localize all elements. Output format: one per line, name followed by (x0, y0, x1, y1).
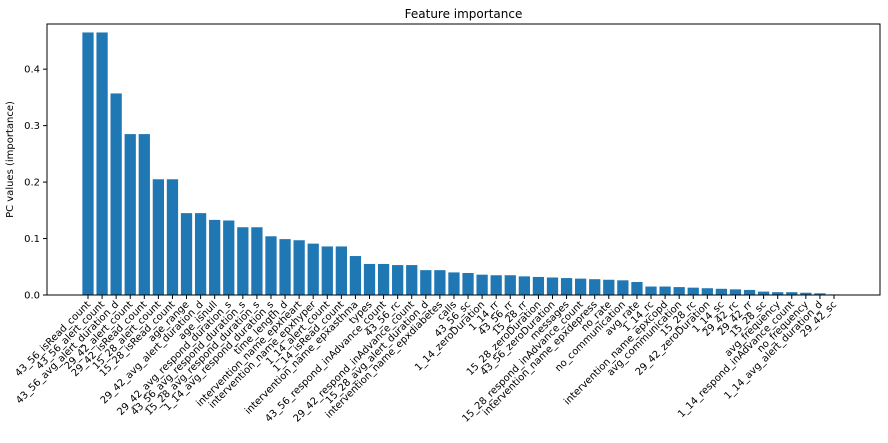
bar (251, 227, 263, 295)
bar (757, 291, 770, 295)
bar (349, 256, 362, 295)
bar (377, 263, 390, 295)
bar (786, 292, 798, 295)
bar (335, 246, 347, 295)
bar (279, 239, 291, 295)
chart-title: Feature importance (405, 7, 523, 21)
bar (180, 213, 193, 295)
bar (223, 220, 235, 295)
bar (138, 134, 150, 295)
bar (800, 292, 812, 295)
bar (814, 293, 826, 295)
bar (743, 289, 756, 295)
bar (392, 265, 404, 295)
bar (209, 219, 221, 295)
bar (490, 275, 502, 295)
y-tick-label: 0.2 (24, 178, 40, 189)
bar (194, 213, 207, 295)
bar (307, 243, 319, 295)
bar (96, 32, 108, 295)
bar (448, 272, 460, 295)
bar (532, 276, 545, 295)
bar (265, 236, 277, 295)
bar (293, 240, 305, 295)
x-ticks-group: 43_56_isRead_count43_56_alert_count43_56… (13, 295, 839, 425)
bar (504, 275, 516, 295)
bar (617, 280, 629, 295)
bar (237, 227, 249, 295)
bar (546, 277, 559, 295)
y-tick-label: 0.1 (24, 234, 40, 245)
bar (645, 286, 657, 295)
bar (420, 270, 432, 295)
bar (603, 279, 615, 295)
bar (321, 246, 333, 295)
y-axis-label: PC values (importance) (5, 101, 16, 218)
bar (363, 263, 376, 295)
bar (715, 288, 728, 295)
bar (434, 270, 446, 295)
bar (673, 287, 685, 295)
bar (82, 32, 94, 295)
y-ticks-group: 0.0 0.1 0.2 0.3 0.4 (24, 65, 47, 302)
plot-frame (46, 23, 881, 296)
bar (659, 286, 671, 295)
bar (110, 93, 122, 295)
bar (631, 282, 643, 295)
y-tick-label: 0.4 (24, 65, 40, 76)
bar (124, 134, 136, 295)
bar (406, 265, 418, 295)
y-tick-label: 0.3 (24, 121, 40, 132)
bar (701, 288, 713, 295)
bar (560, 278, 573, 295)
bar (772, 292, 784, 295)
bar (518, 276, 530, 295)
bars-group (82, 32, 840, 295)
y-tick-label: 0.0 (24, 291, 40, 302)
bar (462, 272, 474, 295)
bar (152, 179, 165, 295)
bar (476, 274, 488, 295)
bar (575, 278, 587, 295)
bar (729, 289, 742, 295)
bar (687, 287, 699, 295)
bar (166, 179, 179, 295)
bar (589, 279, 601, 295)
